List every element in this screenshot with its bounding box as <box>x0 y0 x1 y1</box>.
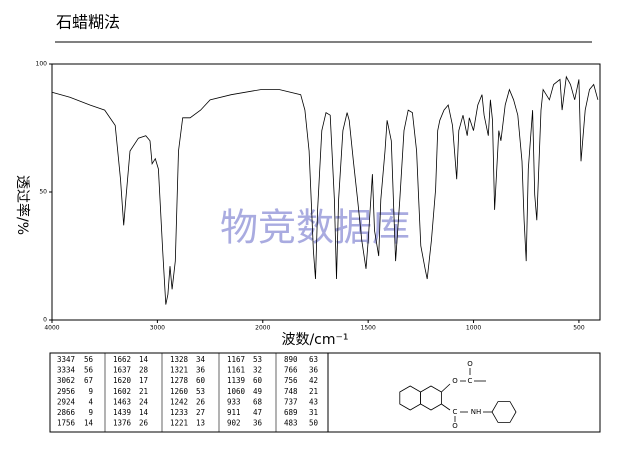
peak-wavenumber: 748 <box>284 387 298 396</box>
peak-wavenumber: 1139 <box>227 376 245 385</box>
peak-intensity: 14 <box>139 355 149 364</box>
atom-label: C <box>453 408 458 416</box>
x-tick-label: 2000 <box>255 325 270 332</box>
x-axis-label: 波数/cm⁻¹ <box>281 332 348 348</box>
peak-wavenumber: 1221 <box>170 419 188 428</box>
peak-wavenumber: 3347 <box>57 355 75 364</box>
peak-wavenumber: 766 <box>284 366 298 375</box>
x-tick-label: 1500 <box>361 325 376 332</box>
peak-wavenumber: 2866 <box>57 408 76 417</box>
peak-intensity: 47 <box>253 408 262 417</box>
peak-wavenumber: 483 <box>284 419 298 428</box>
peak-intensity: 4 <box>88 397 93 406</box>
peak-intensity: 36 <box>309 366 319 375</box>
peak-wavenumber: 756 <box>284 376 298 385</box>
peak-intensity: 43 <box>309 397 318 406</box>
peak-wavenumber: 933 <box>227 397 241 406</box>
peak-wavenumber: 1620 <box>113 376 132 385</box>
peak-wavenumber: 902 <box>227 419 241 428</box>
peak-wavenumber: 1439 <box>113 408 131 417</box>
peak-wavenumber: 1161 <box>227 366 245 375</box>
peak-wavenumber: 1242 <box>170 397 188 406</box>
y-axis-label: 透过率/% <box>14 175 31 235</box>
peak-intensity: 50 <box>309 419 319 428</box>
peak-wavenumber: 1376 <box>113 419 132 428</box>
peak-wavenumber: 1637 <box>113 366 131 375</box>
atom-label: O <box>452 377 458 385</box>
y-tick-label: 100 <box>36 61 48 68</box>
atom-label: O <box>452 422 458 430</box>
bond <box>441 403 451 411</box>
peak-intensity: 21 <box>309 387 318 396</box>
peak-intensity: 56 <box>84 366 94 375</box>
peak-wavenumber: 2924 <box>57 397 76 406</box>
peak-intensity: 49 <box>253 387 262 396</box>
atom-label: C <box>468 377 473 385</box>
peak-intensity: 60 <box>253 376 263 385</box>
peak-intensity: 56 <box>84 355 94 364</box>
peak-intensity: 9 <box>88 408 93 417</box>
y-tick-label: 50 <box>39 189 47 196</box>
peak-wavenumber: 911 <box>227 408 241 417</box>
peak-intensity: 67 <box>84 376 93 385</box>
peak-intensity: 28 <box>139 366 149 375</box>
peak-intensity: 9 <box>88 387 93 396</box>
peak-intensity: 53 <box>196 387 205 396</box>
peak-wavenumber: 1321 <box>170 366 188 375</box>
peak-intensity: 68 <box>253 397 263 406</box>
peak-intensity: 14 <box>139 408 149 417</box>
peak-intensity: 34 <box>196 355 206 364</box>
peak-wavenumber: 1463 <box>113 397 131 406</box>
peak-wavenumber: 1328 <box>170 355 189 364</box>
y-tick-label: 0 <box>43 317 47 324</box>
peak-intensity: 31 <box>309 408 318 417</box>
bond <box>441 383 451 393</box>
peak-intensity: 21 <box>139 387 148 396</box>
peak-wavenumber: 1278 <box>170 376 189 385</box>
peak-intensity: 26 <box>139 419 149 428</box>
peak-wavenumber: 3062 <box>57 376 75 385</box>
ring <box>491 401 517 423</box>
peak-wavenumber: 1167 <box>227 355 245 364</box>
peak-wavenumber: 689 <box>284 408 298 417</box>
peak-intensity: 14 <box>84 419 94 428</box>
peak-wavenumber: 2956 <box>57 387 76 396</box>
watermark: 物竞数据库 <box>220 206 410 250</box>
peak-intensity: 27 <box>196 408 205 417</box>
peak-intensity: 13 <box>196 419 205 428</box>
ring <box>399 385 422 411</box>
peak-intensity: 36 <box>196 366 206 375</box>
spectrum-line <box>51 75 599 305</box>
peak-intensity: 53 <box>253 355 262 364</box>
x-tick-label: 3000 <box>150 325 165 332</box>
peak-wavenumber: 1260 <box>170 387 189 396</box>
x-tick-label: 1000 <box>466 325 481 332</box>
structure <box>399 368 517 423</box>
peak-wavenumber: 737 <box>284 397 298 406</box>
chart-title: 石蜡糊法 <box>56 13 120 32</box>
peak-wavenumber: 1060 <box>227 387 246 396</box>
peak-intensity: 36 <box>253 419 263 428</box>
peak-intensity: 60 <box>196 376 206 385</box>
peak-wavenumber: 3334 <box>57 366 76 375</box>
peak-intensity: 32 <box>253 366 262 375</box>
atom-label: NH <box>471 408 482 416</box>
atom-label: O <box>467 360 473 368</box>
peak-wavenumber: 890 <box>284 355 298 364</box>
table-frame <box>49 352 601 433</box>
peak-intensity: 24 <box>139 397 149 406</box>
peak-intensity: 17 <box>139 376 148 385</box>
peak-wavenumber: 1756 <box>57 419 76 428</box>
peak-intensity: 63 <box>309 355 318 364</box>
peak-wavenumber: 1602 <box>113 387 131 396</box>
peak-intensity: 42 <box>309 376 318 385</box>
peak-wavenumber: 1233 <box>170 408 188 417</box>
peak-intensity: 26 <box>196 397 206 406</box>
peak-wavenumber: 1662 <box>113 355 131 364</box>
x-tick-label: 500 <box>573 325 585 332</box>
x-tick-label: 4000 <box>44 325 59 332</box>
